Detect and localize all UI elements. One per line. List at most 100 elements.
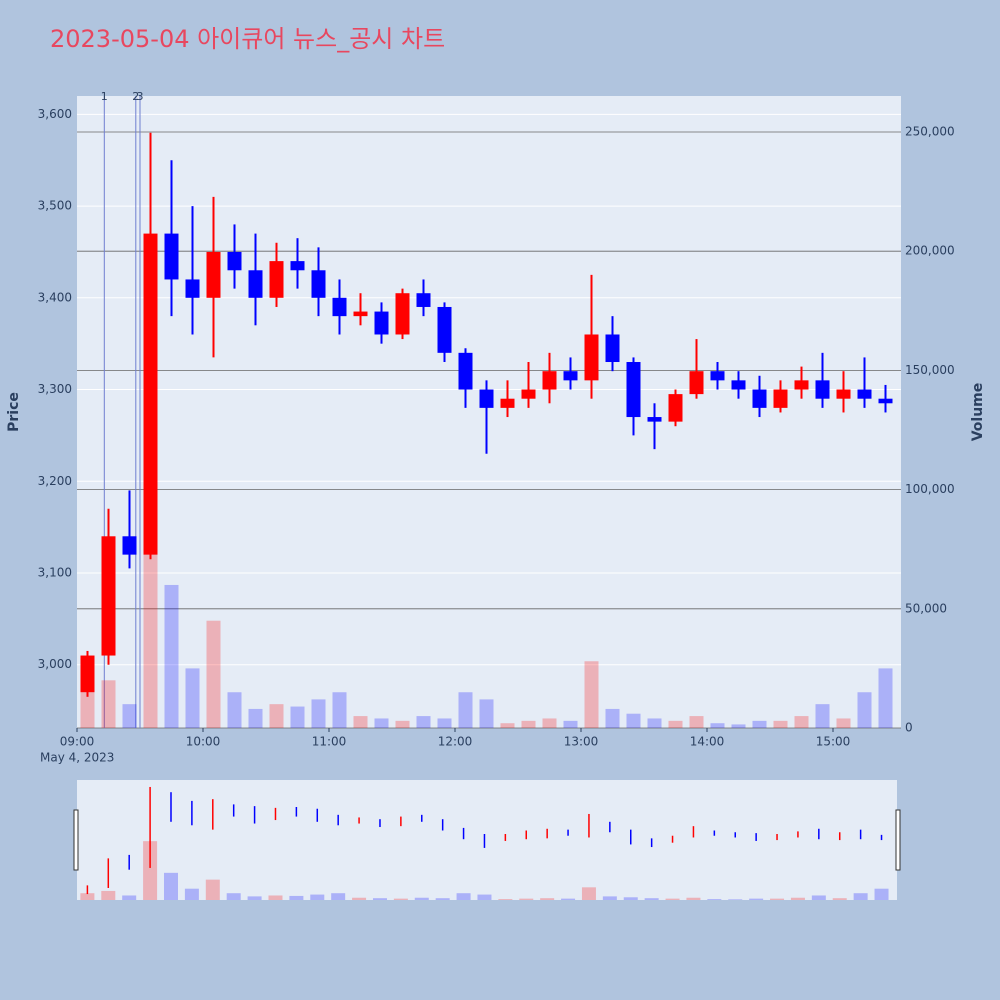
candle-body: [815, 380, 830, 399]
volume-bar: [857, 692, 872, 728]
slider-volume-bar: [477, 894, 492, 900]
candle-body: [206, 251, 221, 298]
x-tick-label: 10:00: [186, 735, 221, 749]
range-handle[interactable]: [73, 809, 79, 871]
volume-bar: [80, 692, 95, 728]
volume-bar: [458, 692, 473, 728]
y2-tick-label: 200,000: [905, 244, 955, 258]
annotation-label: 1: [101, 90, 108, 103]
slider-volume-bar: [352, 897, 367, 900]
slider-volume-bar: [247, 896, 262, 900]
candle-body: [542, 371, 557, 390]
slider-volume-bar: [665, 898, 680, 900]
slider-volume-bar: [853, 893, 868, 900]
candle-body: [437, 306, 452, 353]
volume-bar: [269, 704, 284, 728]
slider-volume-bar: [623, 897, 638, 900]
volume-bar: [752, 720, 767, 728]
volume-bar: [647, 718, 662, 728]
candle-body: [80, 655, 95, 693]
slider-volume-bar: [226, 893, 241, 900]
candle-body: [311, 270, 326, 298]
volume-bar: [500, 723, 515, 728]
slider-volume-bar: [289, 895, 304, 900]
slider-volume-bar: [414, 897, 429, 900]
chart-title: 2023-05-04 아이큐어 뉴스_공시 차트: [50, 25, 445, 53]
x-tick-label: 14:00: [690, 735, 725, 749]
slider-volume-bar: [707, 899, 722, 900]
candle-body: [710, 371, 725, 381]
y2-tick-label: 250,000: [905, 124, 955, 138]
slider-volume-bar: [101, 890, 116, 900]
candle-body: [752, 389, 767, 408]
y-tick-label: 3,000: [38, 657, 72, 671]
volume-bar: [521, 720, 536, 728]
slider-volume-bar: [498, 899, 513, 900]
volume-bar: [605, 708, 620, 728]
candle-body: [269, 261, 284, 298]
candle-body: [731, 380, 746, 390]
candle-body: [374, 311, 389, 335]
slider-volume-bar: [832, 898, 847, 900]
volume-bar: [563, 720, 578, 728]
candle-body: [563, 371, 578, 381]
candle-body: [164, 233, 179, 280]
y-tick-label: 3,500: [38, 199, 72, 213]
volume-bar: [836, 718, 851, 728]
x-tick-label: 12:00: [438, 735, 473, 749]
candle-body: [794, 380, 809, 390]
y2-tick-label: 100,000: [905, 482, 955, 496]
volume-bar: [227, 692, 242, 728]
candle-body: [332, 297, 347, 317]
candle-body: [248, 270, 263, 298]
candle-body: [458, 352, 473, 390]
y-tick-label: 3,200: [38, 474, 72, 488]
candle-body: [227, 251, 242, 271]
candle-body: [416, 293, 431, 307]
volume-bar: [248, 708, 263, 728]
volume-bar: [584, 661, 599, 728]
slider-volume-bar: [435, 898, 450, 900]
volume-bar: [668, 720, 683, 728]
candle-body: [101, 536, 116, 656]
slider-volume-bar: [184, 888, 199, 900]
volume-bar: [185, 668, 200, 728]
volume-bar: [311, 699, 326, 728]
range-handle[interactable]: [895, 809, 901, 871]
slider-volume-bar: [811, 895, 826, 900]
slider-volume-bar: [268, 895, 283, 900]
annotation-label: 3: [137, 90, 144, 103]
y-tick-label: 3,100: [38, 565, 72, 579]
candle-body: [185, 279, 200, 298]
slider-volume-bar: [205, 879, 220, 900]
slider-volume-bar: [372, 898, 387, 900]
slider-volume-bar: [143, 841, 158, 900]
x-tick-label: 15:00: [816, 735, 851, 749]
slider-volume-bar: [790, 897, 805, 900]
candle-body: [479, 389, 494, 408]
candle-body: [290, 261, 305, 271]
volume-bar: [689, 716, 704, 728]
candle-body: [773, 389, 788, 408]
y2-axis-title: Volume: [970, 383, 986, 442]
volume-bar: [437, 718, 452, 728]
volume-bar: [101, 680, 116, 728]
volume-bar: [206, 620, 221, 728]
candle-body: [500, 398, 515, 408]
volume-bar: [542, 718, 557, 728]
candle-body: [605, 334, 620, 363]
volume-bar: [710, 723, 725, 728]
candle-body: [668, 394, 683, 422]
candle-body: [353, 311, 368, 317]
candle-body: [395, 293, 410, 335]
volume-bar: [332, 692, 347, 728]
candle-body: [626, 362, 641, 418]
slider-volume-bar: [540, 898, 555, 900]
slider-volume-bar: [602, 896, 617, 900]
volume-bar: [395, 720, 410, 728]
y2-tick-label: 0: [905, 721, 913, 735]
volume-bar: [731, 724, 746, 728]
annotation-label: 2: [132, 90, 139, 103]
range-slider[interactable]: [77, 780, 897, 900]
